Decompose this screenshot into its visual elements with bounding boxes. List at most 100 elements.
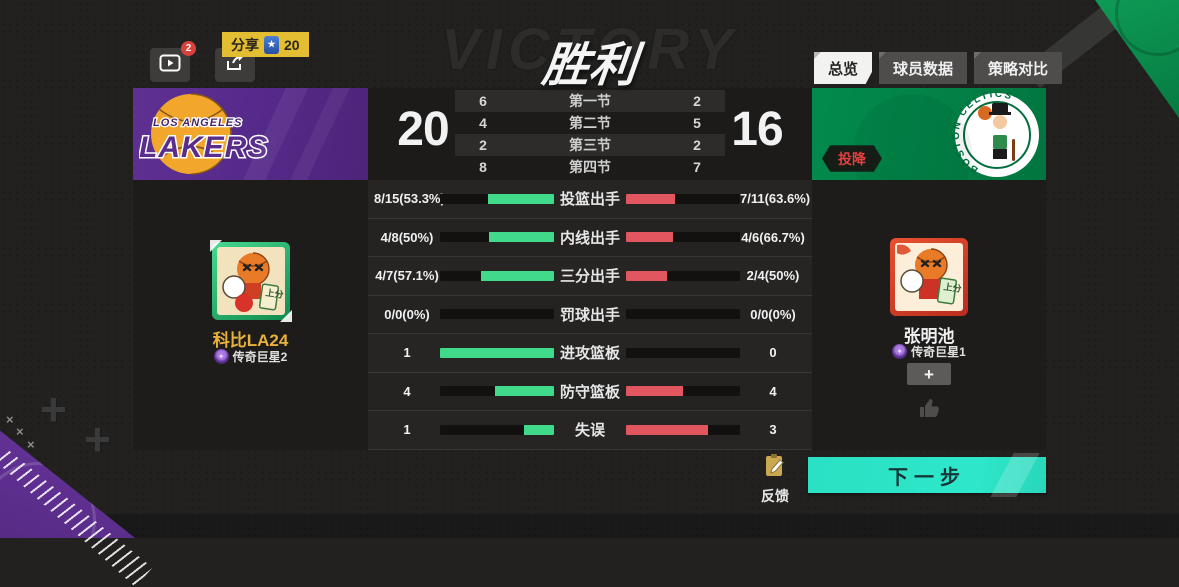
svg-text:上分: 上分 xyxy=(264,287,283,300)
stat-away-bar xyxy=(626,309,740,320)
away-player-rank: ✦ 传奇巨星1 xyxy=(812,343,1046,360)
share-tooltip-amount: 20 xyxy=(284,36,300,53)
stat-row: 4 防守篮板 4 xyxy=(368,373,812,411)
stat-home-value: 4/8(50%) xyxy=(380,229,434,245)
bottom-shade xyxy=(0,514,1179,538)
share-reward-tooltip: 分享 ★ 20 xyxy=(222,32,309,57)
svg-text:LOS ANGELES: LOS ANGELES xyxy=(153,117,242,129)
replay-video-button[interactable]: 2 xyxy=(150,41,196,82)
mascot-illustration: 上分 xyxy=(221,252,284,312)
stat-away-value: 2/4(50%) xyxy=(746,268,800,284)
svg-text:LAKERS: LAKERS xyxy=(139,131,268,164)
tab-player-stats[interactable]: 球员数据 xyxy=(879,52,968,84)
cross-pattern-decoration: + xyxy=(84,413,111,465)
home-player-name: 科比LA24 xyxy=(212,331,289,350)
rank-badge-icon: ✦ xyxy=(892,344,908,359)
stat-label: 罚球出手 xyxy=(559,306,620,324)
quarter-home-score: 6 xyxy=(479,93,487,109)
stat-home-bar xyxy=(440,193,554,204)
stat-home-bar xyxy=(440,424,554,435)
quarter-row: 8 第四节 7 xyxy=(455,156,725,178)
stat-row: 4/8(50%) 内线出手 4/6(66.7%) xyxy=(368,219,812,257)
lakers-logo: LOS ANGELES LAKERS xyxy=(138,91,289,180)
rank-badge-icon: ✦ xyxy=(213,349,229,364)
away-player-avatar[interactable]: 上分 xyxy=(890,238,968,316)
stat-away-value: 0 xyxy=(769,345,777,361)
away-player-panel: 上分 张明池 ✦ 传奇巨星1 + xyxy=(812,180,1046,450)
stat-home-bar xyxy=(440,270,554,281)
feedback-button[interactable]: 反馈 xyxy=(752,453,798,506)
stat-home-value: 4 xyxy=(403,383,411,399)
thumbs-up-button[interactable] xyxy=(914,393,944,423)
quarter-away-score: 2 xyxy=(693,93,701,109)
victory-watermark: VICTORY xyxy=(441,17,739,82)
page-title: 胜利 xyxy=(539,38,640,91)
card-chip-icon: ★ xyxy=(264,35,279,54)
quarter-label: 第二节 xyxy=(569,115,611,131)
stat-away-bar xyxy=(626,386,740,397)
home-team-banner: LOS ANGELES LAKERS xyxy=(133,88,368,180)
quarter-row: 4 第二节 5 xyxy=(455,112,725,134)
thumbs-up-icon xyxy=(920,398,939,417)
quarter-row: 2 第三节 2 xyxy=(455,134,725,156)
x-mark-decoration: × xyxy=(6,412,14,427)
stat-row: 8/15(53.3%) 投篮出手 7/11(63.6%) xyxy=(368,180,812,219)
x-mark-decoration: × xyxy=(27,437,35,452)
stat-label: 三分出手 xyxy=(559,268,620,286)
quarter-home-score: 2 xyxy=(479,137,487,153)
stat-row: 1 进攻篮板 0 xyxy=(368,334,812,373)
share-tooltip-label: 分享 xyxy=(231,36,259,53)
result-tabs: 总览 球员数据 策略对比 xyxy=(814,52,1063,84)
quarter-label: 第一节 xyxy=(569,93,611,109)
replay-video-icon xyxy=(159,54,181,77)
stat-home-bar xyxy=(440,386,554,397)
stat-home-value: 8/15(53.3%) xyxy=(374,191,445,207)
quarter-label: 第四节 xyxy=(569,159,611,175)
celtics-logo: BOSTON CELTICS xyxy=(951,89,1042,180)
home-score: 20 xyxy=(397,103,449,156)
quarter-away-score: 2 xyxy=(693,137,701,153)
away-team-banner: BOSTON CELTICS 投降 xyxy=(812,88,1046,180)
cross-pattern-decoration: + xyxy=(40,383,67,435)
stat-label: 失误 xyxy=(574,422,605,440)
tab-overview[interactable]: 总览 xyxy=(814,52,873,84)
stat-away-bar xyxy=(626,424,740,435)
stat-label: 内线出手 xyxy=(559,229,620,247)
home-player-panel: 上分 科比LA24 ✦ 传奇巨星2 xyxy=(133,180,368,450)
stat-away-bar xyxy=(626,270,740,281)
notification-badge: 2 xyxy=(181,41,196,56)
stats-comparison-table: 8/15(53.3%) 投篮出手 7/11(63.6%) 4/8(50%) 内线… xyxy=(368,180,812,450)
quarter-scores: 6 第一节 2 4 第二节 5 2 第三节 2 8 第四节 7 xyxy=(455,90,725,178)
next-step-button[interactable]: 下一步 xyxy=(808,457,1046,493)
stat-label: 投篮出手 xyxy=(559,191,620,209)
home-player-avatar[interactable]: 上分 xyxy=(209,240,292,322)
stat-away-value: 3 xyxy=(769,422,777,438)
stat-row: 0/0(0%) 罚球出手 0/0(0%) xyxy=(368,296,812,334)
surrender-badge: 投降 xyxy=(822,145,882,172)
quarter-home-score: 8 xyxy=(479,159,487,175)
stat-home-value: 0/0(0%) xyxy=(384,306,430,322)
feedback-label: 反馈 xyxy=(761,488,789,504)
stat-home-bar xyxy=(440,347,554,358)
stat-away-value: 0/0(0%) xyxy=(750,306,796,322)
stat-home-value: 1 xyxy=(403,345,411,361)
mascot-illustration: 上分 xyxy=(897,244,962,305)
away-score: 16 xyxy=(731,103,783,156)
stat-away-value: 7/11(63.6%) xyxy=(740,191,811,207)
stat-away-bar xyxy=(626,232,740,243)
stat-home-bar xyxy=(440,232,554,243)
stat-away-bar xyxy=(626,347,740,358)
stat-row: 1 失误 3 xyxy=(368,411,812,450)
stat-row: 4/7(57.1%) 三分出手 2/4(50%) xyxy=(368,257,812,296)
svg-text:上分: 上分 xyxy=(943,281,962,294)
quarter-away-score: 5 xyxy=(693,115,701,131)
tab-strategy-compare[interactable]: 策略对比 xyxy=(974,52,1063,84)
quarter-row: 6 第一节 2 xyxy=(455,90,725,112)
stat-home-value: 1 xyxy=(403,422,411,438)
x-mark-decoration: × xyxy=(16,424,24,439)
stat-home-value: 4/7(57.1%) xyxy=(375,268,439,284)
quarter-home-score: 4 xyxy=(479,115,487,131)
stat-home-bar xyxy=(440,309,554,320)
add-friend-button[interactable]: + xyxy=(907,363,951,385)
away-player-name: 张明池 xyxy=(903,327,955,346)
